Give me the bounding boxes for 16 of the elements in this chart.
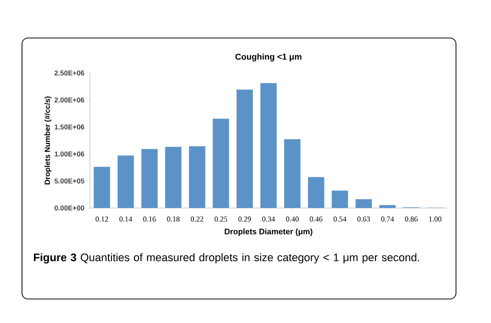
bar — [212, 118, 230, 208]
bar — [236, 90, 253, 208]
bar — [188, 146, 206, 208]
bar — [165, 146, 182, 208]
text: Figure 3 Quantities of measured droplets in size category < 1 μm per second. — [34, 253, 420, 264]
bar — [379, 205, 396, 208]
bar — [260, 83, 277, 208]
bar — [141, 148, 158, 208]
chart-title: Coughing <1 μm — [235, 53, 302, 62]
x-axis-title: Droplets Diameter (μm) — [224, 228, 312, 236]
bar — [284, 139, 300, 208]
bar — [118, 155, 134, 208]
bar — [308, 177, 324, 208]
bar — [356, 199, 372, 208]
bar — [94, 166, 110, 208]
bar — [332, 190, 348, 208]
